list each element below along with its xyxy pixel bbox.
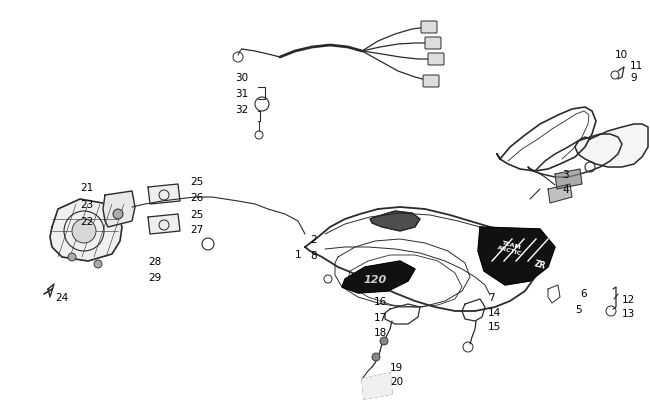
Polygon shape (103, 192, 135, 228)
Text: 14: 14 (488, 307, 501, 317)
Text: 23: 23 (80, 200, 93, 209)
Text: 21: 21 (80, 183, 93, 192)
FancyBboxPatch shape (428, 54, 444, 66)
Text: 9: 9 (630, 73, 636, 83)
Polygon shape (342, 261, 415, 293)
Polygon shape (148, 185, 180, 205)
Text: 25: 25 (190, 177, 203, 187)
Text: 31: 31 (235, 89, 248, 99)
Polygon shape (548, 185, 572, 203)
Text: 7: 7 (488, 292, 495, 302)
Text: 29: 29 (148, 272, 161, 282)
Text: 4: 4 (562, 185, 569, 194)
Text: 22: 22 (80, 216, 93, 226)
Text: 32: 32 (235, 105, 248, 115)
Polygon shape (478, 228, 555, 285)
Polygon shape (370, 211, 420, 231)
Polygon shape (50, 200, 122, 261)
Text: 5: 5 (575, 304, 582, 314)
Text: ZR: ZR (533, 258, 547, 270)
Circle shape (113, 209, 123, 220)
Text: 26: 26 (190, 192, 203, 202)
FancyBboxPatch shape (423, 76, 439, 88)
Text: TEAM
ARCTIC: TEAM ARCTIC (497, 239, 524, 256)
Text: 28: 28 (148, 256, 161, 266)
Text: 8: 8 (310, 250, 317, 260)
Circle shape (380, 337, 388, 345)
Text: 17: 17 (374, 312, 387, 322)
Text: 11: 11 (630, 61, 644, 71)
Text: 27: 27 (190, 224, 203, 234)
Circle shape (372, 353, 380, 361)
Text: 2: 2 (310, 234, 317, 244)
Polygon shape (362, 373, 392, 399)
Polygon shape (555, 170, 582, 190)
Text: 15: 15 (488, 321, 501, 331)
Text: 24: 24 (55, 292, 68, 302)
Text: 16: 16 (374, 296, 387, 306)
FancyBboxPatch shape (425, 38, 441, 50)
FancyBboxPatch shape (421, 22, 437, 34)
Polygon shape (575, 125, 648, 168)
Circle shape (72, 220, 96, 243)
Text: 10: 10 (615, 50, 628, 60)
Text: 120: 120 (363, 274, 387, 284)
Text: 6: 6 (580, 288, 586, 298)
Text: 13: 13 (622, 308, 635, 318)
Circle shape (68, 254, 76, 261)
Circle shape (94, 260, 102, 269)
Text: 20: 20 (390, 376, 403, 386)
Text: 3: 3 (562, 170, 569, 179)
Text: 19: 19 (390, 362, 403, 372)
Text: 25: 25 (190, 209, 203, 220)
Polygon shape (148, 215, 180, 234)
Text: 12: 12 (622, 294, 635, 304)
Text: 18: 18 (374, 327, 387, 337)
Text: 30: 30 (235, 73, 248, 83)
Text: 1: 1 (295, 249, 302, 259)
